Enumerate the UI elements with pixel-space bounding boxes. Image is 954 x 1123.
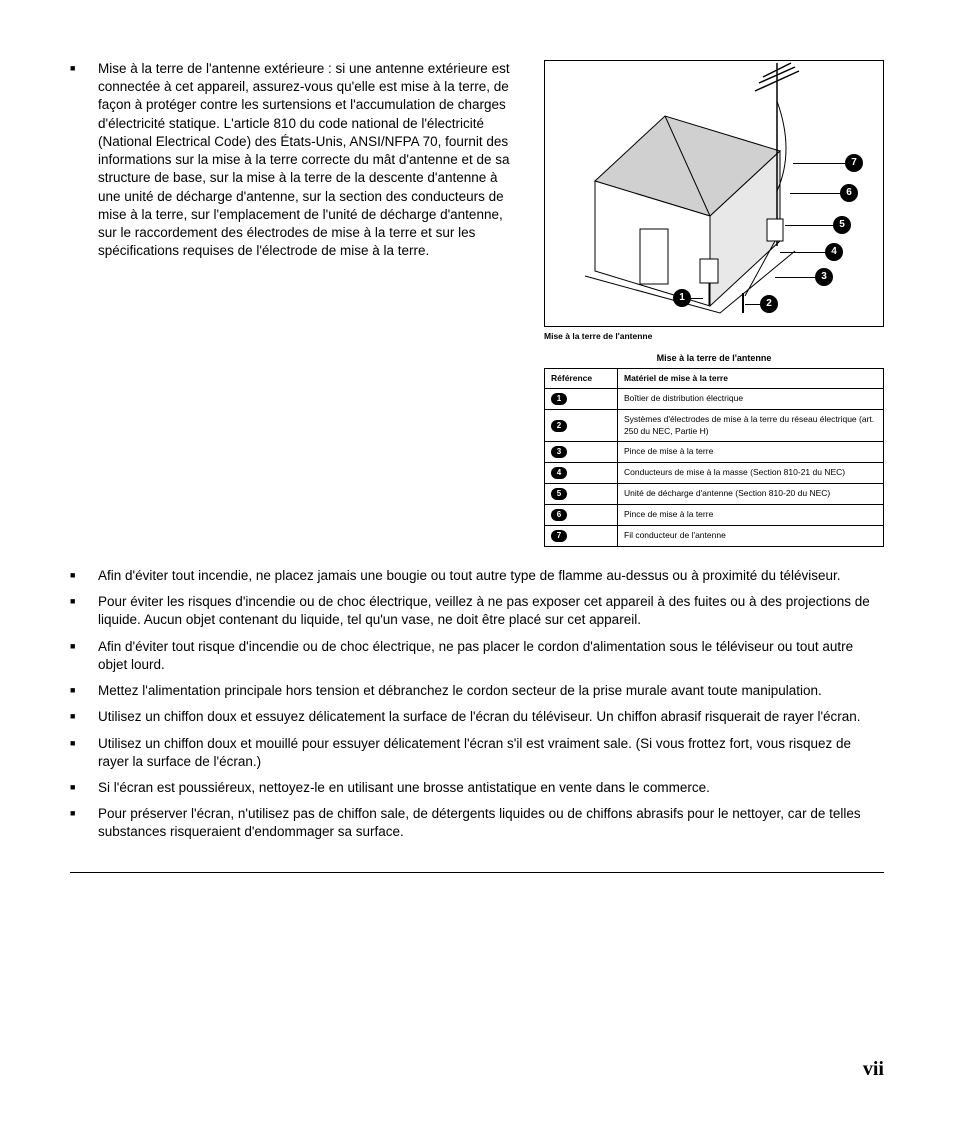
ref-text: Boîtier de distribution électrique [618, 389, 884, 410]
table-row: 6 Pince de mise à la terre [545, 505, 884, 526]
diagram-badge-3: 3 [815, 268, 833, 286]
diagram-caption: Mise à la terre de l'antenne [544, 331, 884, 342]
bottom-rule [70, 872, 884, 873]
list-item: Pour éviter les risques d'incendie ou de… [70, 593, 884, 629]
diagram-badge-4: 4 [825, 243, 843, 261]
table-row: 1 Boîtier de distribution électrique [545, 389, 884, 410]
table-header-mat: Matériel de mise à la terre [618, 368, 884, 388]
diagram-badge-2: 2 [760, 295, 778, 313]
list-item: Utilisez un chiffon doux et mouillé pour… [70, 735, 884, 771]
diagram-badge-7: 7 [845, 154, 863, 172]
ref-text: Systèmes d'électrodes de mise à la terre… [618, 410, 884, 442]
ref-text: Unité de décharge d'antenne (Section 810… [618, 484, 884, 505]
table-title: Mise à la terre de l'antenne [544, 352, 884, 364]
list-item: Afin d'éviter tout incendie, ne placez j… [70, 567, 884, 585]
ref-badge: 3 [551, 446, 567, 458]
list-item: Mettez l'alimentation principale hors te… [70, 682, 884, 700]
ref-text: Pince de mise à la terre [618, 442, 884, 463]
list-item: Afin d'éviter tout risque d'incendie ou … [70, 638, 884, 674]
ref-text: Conducteurs de mise à la masse (Section … [618, 463, 884, 484]
ref-badge: 7 [551, 530, 567, 542]
table-row: 5 Unité de décharge d'antenne (Section 81… [545, 484, 884, 505]
table-header-ref: Référence [545, 368, 618, 388]
grounding-reference-table: Référence Matériel de mise à la terre 1 B… [544, 368, 884, 547]
ref-badge: 5 [551, 488, 567, 500]
list-item: Si l'écran est poussiéreux, nettoyez-le … [70, 779, 884, 797]
main-bullet: Mise à la terre de l'antenne extérieure … [70, 60, 514, 260]
diagram-badge-1: 1 [673, 289, 691, 307]
ref-text: Pince de mise à la terre [618, 505, 884, 526]
ref-badge: 1 [551, 393, 567, 405]
list-item: Pour préserver l'écran, n'utilisez pas d… [70, 805, 884, 841]
page-number: vii [863, 1056, 884, 1083]
ref-badge: 6 [551, 509, 567, 521]
table-row: 2 Systèmes d'électrodes de mise à la terr… [545, 410, 884, 442]
table-row: 3 Pince de mise à la terre [545, 442, 884, 463]
list-item: Utilisez un chiffon doux et essuyez déli… [70, 708, 884, 726]
table-row: 7 Fil conducteur de l'antenne [545, 526, 884, 547]
left-column: Mise à la terre de l'antenne extérieure … [70, 60, 514, 547]
right-column: 1 2 3 4 5 6 7 Mise à la terre de l'anten… [544, 60, 884, 547]
ref-badge: 4 [551, 467, 567, 479]
ref-badge: 2 [551, 420, 567, 432]
diagram-badge-5: 5 [833, 216, 851, 234]
table-row: 4 Conducteurs de mise à la masse (Section… [545, 463, 884, 484]
lower-bullet-list: Afin d'éviter tout incendie, ne placez j… [70, 567, 884, 842]
ref-text: Fil conducteur de l'antenne [618, 526, 884, 547]
antenna-grounding-diagram: 1 2 3 4 5 6 7 [544, 60, 884, 327]
diagram-badge-6: 6 [840, 184, 858, 202]
